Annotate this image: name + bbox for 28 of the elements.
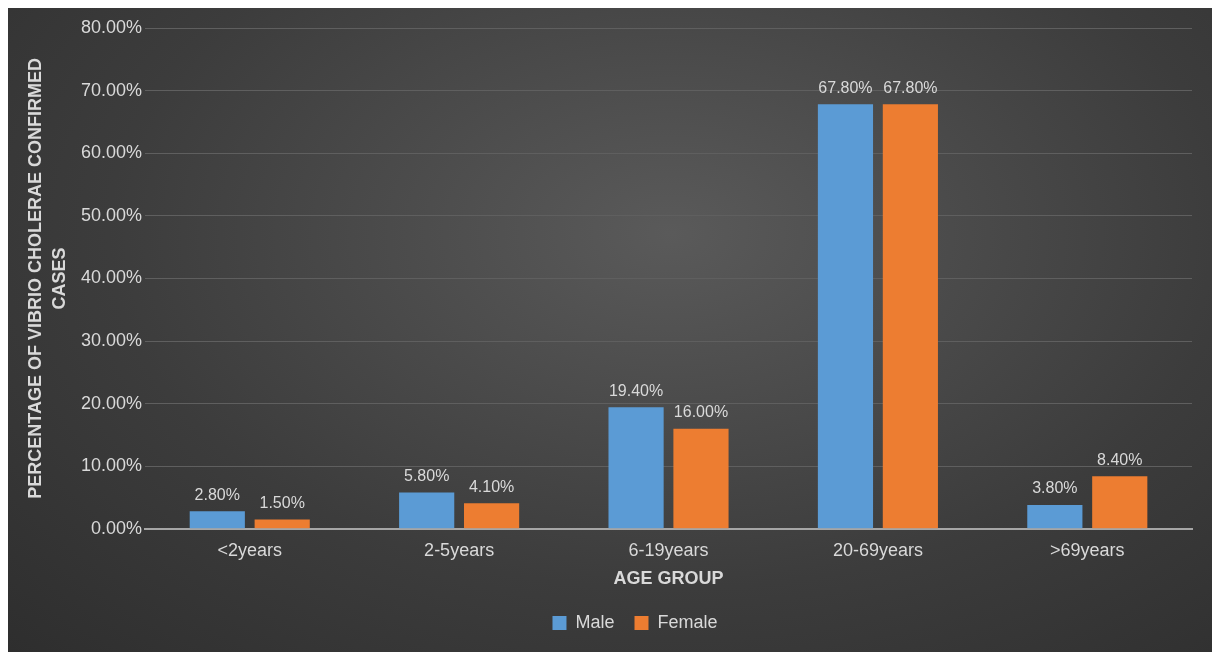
x-tick-label: >69years — [1050, 539, 1125, 560]
y-tick-label: 40.00% — [80, 267, 143, 288]
y-tick-label: 80.00% — [80, 16, 143, 37]
y-tick-label: 20.00% — [80, 392, 143, 413]
data-label: 67.80% — [883, 78, 938, 96]
data-label: 2.80% — [194, 485, 240, 503]
data-label: 8.40% — [1097, 450, 1143, 468]
data-label: 1.50% — [259, 493, 305, 511]
data-label: 67.80% — [818, 78, 873, 96]
y-axis-title: PERCENTAGE OF VIBRIO CHOLERAE CONFIRMED CASES — [24, 58, 69, 499]
y-tick-label: 50.00% — [80, 204, 143, 225]
data-label: 5.80% — [403, 466, 450, 484]
y-tick-label: 70.00% — [80, 79, 143, 100]
x-tick-label: <2years — [217, 539, 283, 560]
y-tick-label: 0.00% — [91, 517, 143, 538]
data-label: 3.80% — [1032, 479, 1078, 497]
data-label: 19.40% — [608, 381, 664, 399]
legend-label: Male — [575, 611, 615, 632]
y-tick-label: 30.00% — [80, 329, 143, 350]
y-tick-label: 60.00% — [80, 142, 143, 163]
x-tick-label: 6-19years — [628, 539, 709, 560]
x-tick-label: 2-5years — [424, 539, 495, 560]
x-tick-label: 20-69years — [832, 539, 923, 560]
x-axis-title: AGE GROUP — [613, 568, 724, 589]
y-tick-label: 10.00% — [80, 455, 143, 476]
data-label: 4.10% — [468, 477, 515, 495]
data-label: 16.00% — [673, 403, 729, 421]
legend-label: Female — [657, 611, 718, 632]
